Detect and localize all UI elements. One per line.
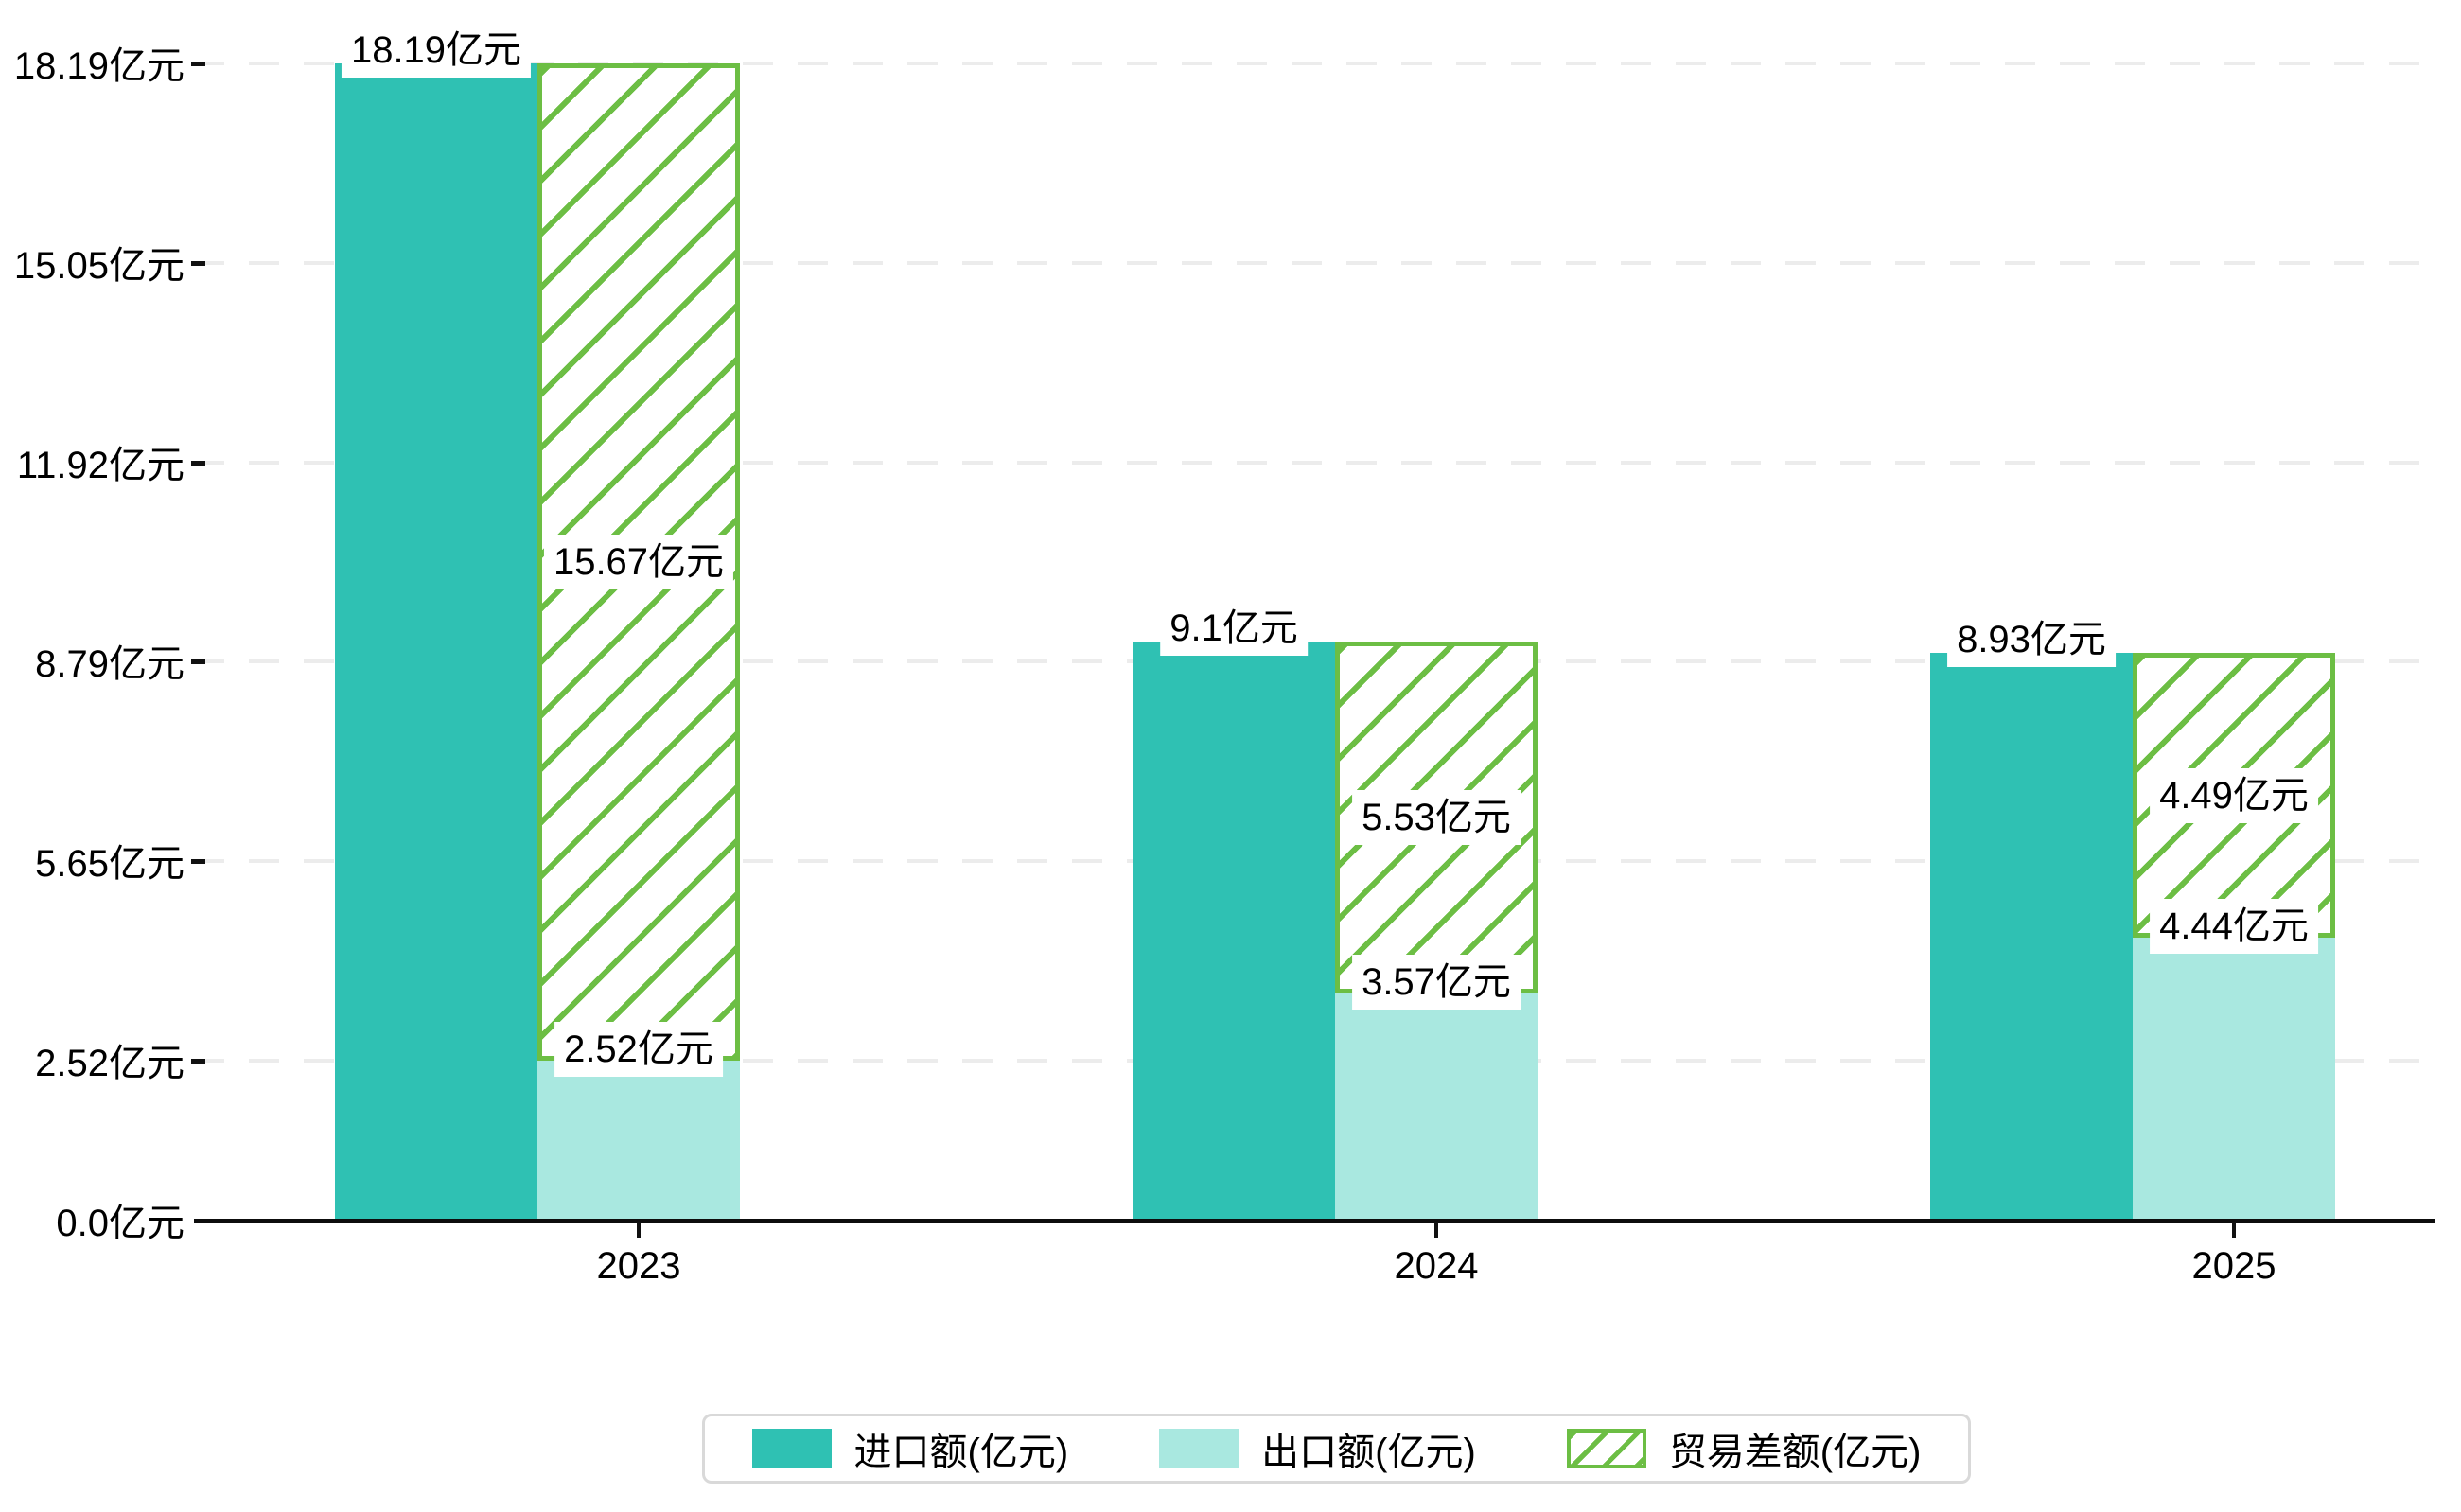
legend: 进口额(亿元) 出口额(亿元) 贸易差额(亿元): [702, 1414, 1971, 1484]
y-tick-mark: [191, 261, 205, 267]
import-bar: [1930, 652, 2133, 1221]
y-tick-label: 0.0亿元: [56, 1202, 185, 1244]
y-tick-label: 5.65亿元: [35, 842, 185, 885]
export-value-label: 3.57亿元: [1352, 954, 1521, 1010]
import-value-label: 8.93亿元: [1947, 611, 2116, 667]
y-tick-mark: [191, 659, 205, 664]
export-value-label: 4.44亿元: [2150, 899, 2318, 955]
gridline: [194, 261, 2435, 266]
legend-label-balance: 贸易差额(亿元): [1668, 1432, 1922, 1473]
import-value-label: 18.19亿元: [341, 23, 532, 78]
x-tick-label: 2025: [2191, 1245, 2276, 1287]
legend-item-export: 出口额(亿元): [1159, 1421, 1476, 1476]
x-tick-mark: [637, 1222, 641, 1238]
y-tick-label: 8.79亿元: [35, 642, 185, 685]
import-value-label: 9.1亿元: [1160, 601, 1308, 657]
x-tick-label: 2023: [596, 1245, 681, 1287]
y-tick-mark: [191, 460, 205, 466]
x-axis-line: [194, 1219, 2435, 1223]
y-tick-label: 2.52亿元: [35, 1042, 185, 1084]
legend-item-import: 进口额(亿元): [751, 1421, 1069, 1476]
y-tick-mark: [191, 1058, 205, 1064]
y-tick-label: 11.92亿元: [16, 444, 185, 486]
legend-label-import: 进口额(亿元): [853, 1432, 1069, 1473]
import-swatch-icon: [751, 1429, 832, 1468]
legend-label-export: 出口额(亿元): [1261, 1432, 1476, 1473]
trade-balance-value-label: 15.67亿元: [543, 534, 734, 589]
import-bar: [335, 63, 537, 1221]
x-tick-label: 2024: [1394, 1245, 1479, 1287]
x-tick-mark: [1434, 1222, 1438, 1238]
trade-balance-value-label: 4.49亿元: [2150, 767, 2318, 823]
export-bar: [1335, 993, 1538, 1221]
y-tick-label: 15.05亿元: [13, 244, 185, 287]
y-tick-mark: [191, 62, 205, 66]
export-bar: [2133, 938, 2335, 1221]
legend-item-balance: 贸易差额(亿元): [1566, 1421, 1922, 1476]
gridline: [194, 62, 2435, 65]
trade-balance-value-label: 5.53亿元: [1352, 790, 1521, 846]
y-tick-label: 18.19亿元: [13, 44, 185, 87]
import-bar: [1133, 642, 1335, 1221]
export-value-label: 2.52亿元: [554, 1021, 723, 1077]
export-bar: [537, 1060, 740, 1221]
export-swatch-icon: [1159, 1429, 1239, 1468]
x-tick-mark: [2232, 1222, 2236, 1238]
y-tick-mark: [191, 859, 205, 865]
balance-hatch-swatch-icon: [1566, 1429, 1646, 1468]
gridline: [194, 460, 2435, 465]
